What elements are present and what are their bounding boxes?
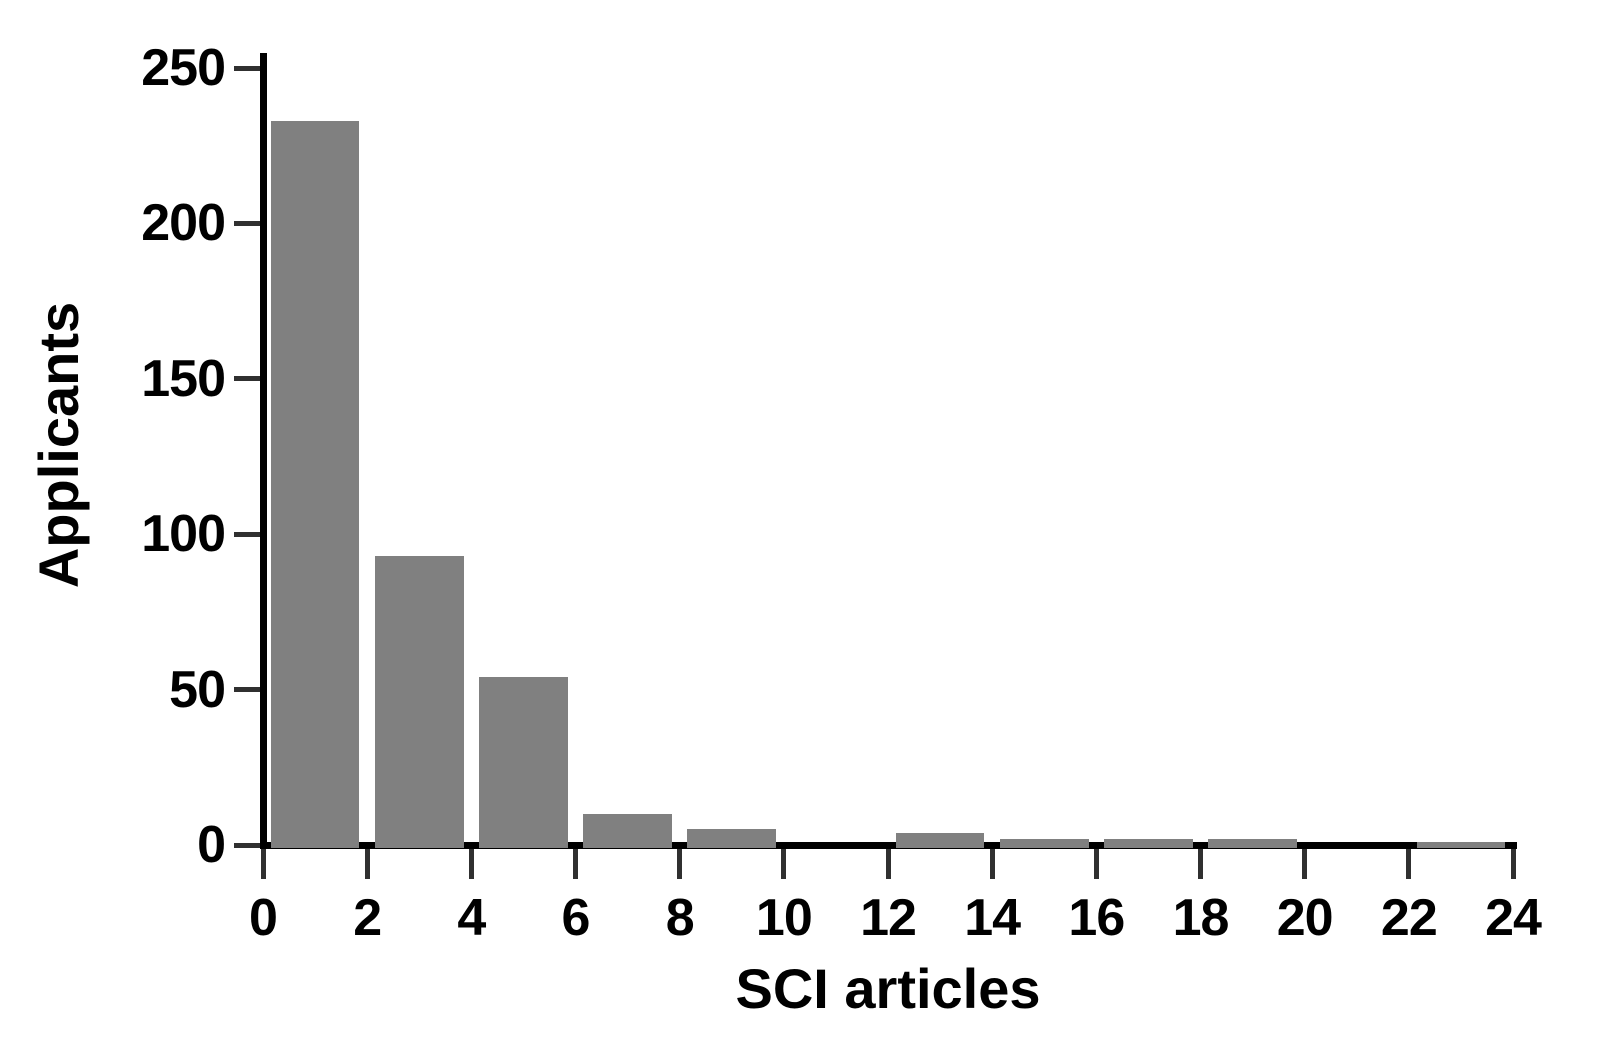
y-tick-label: 100 bbox=[141, 505, 226, 564]
y-tick bbox=[233, 220, 260, 226]
x-tick-label: 10 bbox=[755, 889, 813, 947]
x-tick-label: 16 bbox=[1068, 889, 1125, 947]
x-axis-title: SCI articles bbox=[735, 956, 1041, 1020]
bar bbox=[1104, 838, 1193, 849]
x-tick bbox=[989, 848, 995, 879]
x-tick-label: 18 bbox=[1172, 889, 1230, 947]
x-tick-label: 24 bbox=[1485, 889, 1542, 947]
x-tick-label: 12 bbox=[860, 889, 917, 947]
y-tick-label: 200 bbox=[141, 194, 226, 253]
x-tick-label: 22 bbox=[1380, 889, 1438, 947]
y-tick bbox=[233, 376, 260, 382]
bar bbox=[583, 813, 672, 849]
bar bbox=[687, 829, 776, 849]
x-tick-label: 0 bbox=[249, 889, 278, 947]
x-tick bbox=[573, 848, 578, 879]
y-tick bbox=[233, 842, 260, 848]
x-tick-label: 20 bbox=[1276, 889, 1334, 947]
bar bbox=[270, 120, 360, 849]
x-tick bbox=[1406, 848, 1412, 879]
x-tick-label: 4 bbox=[457, 889, 486, 947]
bar bbox=[999, 838, 1089, 849]
bar bbox=[479, 677, 568, 849]
bar bbox=[1208, 838, 1297, 849]
y-tick-label: 250 bbox=[141, 39, 226, 97]
x-tick bbox=[1302, 848, 1308, 879]
y-axis-line bbox=[259, 53, 267, 849]
y-tick-label: 50 bbox=[169, 660, 226, 719]
x-tick bbox=[1198, 848, 1203, 879]
x-tick-label: 8 bbox=[665, 889, 695, 947]
x-tick bbox=[1510, 848, 1516, 879]
x-tick bbox=[885, 848, 891, 879]
x-tick bbox=[1093, 848, 1099, 879]
bar bbox=[895, 832, 985, 849]
y-tick bbox=[233, 531, 260, 537]
x-tick-label: 14 bbox=[964, 889, 1021, 947]
bar bbox=[374, 555, 464, 849]
y-tick-label: 150 bbox=[141, 349, 226, 408]
x-tick-label: 6 bbox=[561, 889, 591, 947]
bar bbox=[1416, 841, 1506, 849]
x-tick-label: 2 bbox=[353, 889, 382, 947]
x-tick bbox=[677, 848, 683, 879]
x-tick bbox=[781, 848, 787, 879]
y-tick bbox=[233, 65, 260, 71]
y-tick-label: 0 bbox=[197, 816, 226, 874]
y-tick bbox=[233, 687, 260, 693]
x-tick bbox=[468, 848, 474, 879]
x-tick bbox=[364, 848, 370, 879]
x-tick bbox=[260, 848, 266, 879]
x-axis-line bbox=[259, 841, 1517, 849]
